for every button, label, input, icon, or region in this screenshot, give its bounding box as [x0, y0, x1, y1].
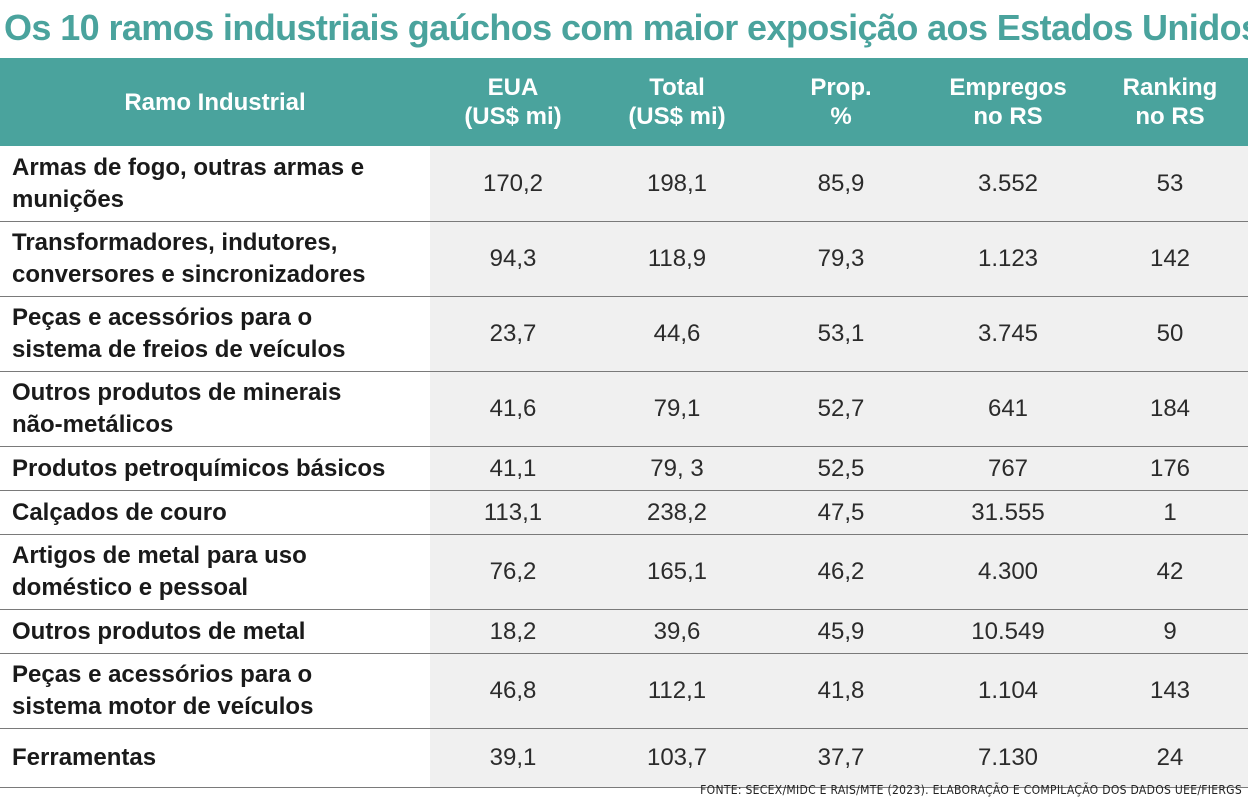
table-body: Armas de fogo, outras armas e munições 170… — [0, 146, 1248, 788]
table-row: Peças e acessórios para o sistema de frei… — [0, 296, 1248, 372]
cell-prop: 79,3 — [758, 221, 924, 297]
cell-empregos: 767 — [924, 446, 1092, 491]
cell-eua: 76,2 — [430, 534, 596, 610]
ramo-line-1: Transformadores, indutores, — [12, 229, 338, 256]
cell-eua: 170,2 — [430, 146, 596, 222]
cell-eua: 18,2 — [430, 609, 596, 654]
ramo-line-1: Outros produtos de metal — [12, 617, 306, 645]
ramo-line-1: Calçados de couro — [12, 498, 227, 526]
cell-eua: 113,1 — [430, 490, 596, 535]
cell-ranking: 50 — [1092, 296, 1248, 372]
cell-ranking: 9 — [1092, 609, 1248, 654]
cell-eua: 41,1 — [430, 446, 596, 491]
cell-ranking: 176 — [1092, 446, 1248, 491]
cell-ramo: Peças e acessórios para o sistema motor d… — [0, 653, 430, 729]
ramo-line-1: Outros produtos de minerais — [12, 379, 342, 406]
header-prop: Prop.% — [758, 58, 924, 146]
cell-empregos: 1.104 — [924, 653, 1092, 729]
header-empregos: Empregos no RS — [924, 58, 1092, 146]
cell-ramo: Peças e acessórios para o sistema de frei… — [0, 296, 430, 372]
table-row: Artigos de metal para uso doméstico e pes… — [0, 534, 1248, 610]
source-note: FONTE: SECEX/MIDC E RAIS/MTE (2023). ELA… — [700, 783, 1242, 797]
ramo-line-1: Armas de fogo, outras armas e — [12, 153, 365, 181]
cell-ranking: 42 — [1092, 534, 1248, 610]
ramo-line-2: doméstico e pessoal — [12, 574, 249, 601]
ramo-line-2: sistema motor de veículos — [12, 693, 314, 720]
cell-total: 103,7 — [596, 728, 758, 788]
ramo-line-2: conversores e sincronizadores — [12, 261, 366, 288]
cell-ramo: Artigos de metal para uso doméstico e pes… — [0, 534, 430, 610]
table-row: Transformadores, indutores, conversores e… — [0, 221, 1248, 297]
cell-ranking: 142 — [1092, 221, 1248, 297]
table-row: Outros produtos de metal 18,2 39,6 45,9 10.5… — [0, 609, 1248, 654]
cell-empregos: 7.130 — [924, 728, 1092, 788]
cell-total: 39,6 — [596, 609, 758, 654]
table-row: Outros produtos de minerais não-metálicos… — [0, 371, 1248, 447]
ramo-line-1: Peças e acessórios para o — [12, 661, 313, 688]
table-row: Armas de fogo, outras armas e munições 170… — [0, 146, 1248, 222]
cell-prop: 52,7 — [758, 371, 924, 447]
cell-prop: 85,9 — [758, 146, 924, 222]
data-table: Ramo Industrial EUA (US$ mi) Total (US$ mi… — [0, 58, 1248, 788]
table-row: Peças e acessórios para o sistema motor d… — [0, 653, 1248, 729]
cell-total: 118,9 — [596, 221, 758, 297]
cell-total: 112,1 — [596, 653, 758, 729]
cell-eua: 41,6 — [430, 371, 596, 447]
header-ramo: Ramo Industrial — [0, 58, 430, 146]
cell-ramo: Armas de fogo, outras armas e munições — [0, 146, 430, 222]
ramo-line-1: Peças e acessórios para o — [12, 304, 313, 331]
ramo-line-1: Ferramentas — [12, 744, 157, 771]
table-row: Ferramentas 39,1 103,7 37,7 7.130 24 — [0, 728, 1248, 788]
cell-total: 238,2 — [596, 490, 758, 535]
cell-ramo: Calçados de couro — [0, 490, 430, 535]
cell-ranking: 1 — [1092, 490, 1248, 535]
cell-prop: 53,1 — [758, 296, 924, 372]
cell-empregos: 10.549 — [924, 609, 1092, 654]
cell-empregos: 641 — [924, 371, 1092, 447]
cell-ranking: 24 — [1092, 728, 1248, 788]
cell-eua: 94,3 — [430, 221, 596, 297]
cell-prop: 52,5 — [758, 446, 924, 491]
ramo-line-1: Produtos petroquímicos básicos — [12, 454, 386, 482]
cell-eua: 39,1 — [430, 728, 596, 788]
cell-empregos: 3.552 — [924, 146, 1092, 222]
cell-empregos: 3.745 — [924, 296, 1092, 372]
ramo-line-1: Artigos de metal para uso — [12, 542, 307, 569]
cell-ramo: Ferramentas — [0, 728, 430, 788]
cell-prop: 37,7 — [758, 728, 924, 788]
table-row: Calçados de couro 113,1 238,2 47,5 31.555 1 — [0, 490, 1248, 535]
header-row: Ramo Industrial EUA (US$ mi) Total (US$ mi… — [0, 58, 1248, 146]
header-eua: EUA (US$ mi) — [430, 58, 596, 146]
cell-prop: 41,8 — [758, 653, 924, 729]
cell-ramo: Produtos petroquímicos básicos — [0, 446, 430, 491]
cell-eua: 46,8 — [430, 653, 596, 729]
cell-total: 198,1 — [596, 146, 758, 222]
cell-empregos: 1.123 — [924, 221, 1092, 297]
cell-prop: 45,9 — [758, 609, 924, 654]
cell-total: 44,6 — [596, 296, 758, 372]
cell-total: 165,1 — [596, 534, 758, 610]
cell-total: 79, 3 — [596, 446, 758, 491]
cell-prop: 47,5 — [758, 490, 924, 535]
ramo-line-2: sistema de freios de veículos — [12, 336, 346, 363]
cell-ramo: Transformadores, indutores, conversores e… — [0, 221, 430, 297]
cell-ranking: 53 — [1092, 146, 1248, 222]
page-title: Os 10 ramos industriais gaúchos com maio… — [4, 7, 1248, 48]
header-ranking: Ranking no RS — [1092, 58, 1248, 146]
header-total: Total (US$ mi) — [596, 58, 758, 146]
ramo-line-2: munições — [12, 185, 125, 213]
cell-ramo: Outros produtos de minerais não-metálicos — [0, 371, 430, 447]
cell-ranking: 143 — [1092, 653, 1248, 729]
cell-ranking: 184 — [1092, 371, 1248, 447]
ramo-line-2: não-metálicos — [12, 411, 174, 438]
cell-eua: 23,7 — [430, 296, 596, 372]
cell-total: 79,1 — [596, 371, 758, 447]
cell-prop: 46,2 — [758, 534, 924, 610]
cell-ramo: Outros produtos de metal — [0, 609, 430, 654]
cell-empregos: 4.300 — [924, 534, 1092, 610]
cell-empregos: 31.555 — [924, 490, 1092, 535]
